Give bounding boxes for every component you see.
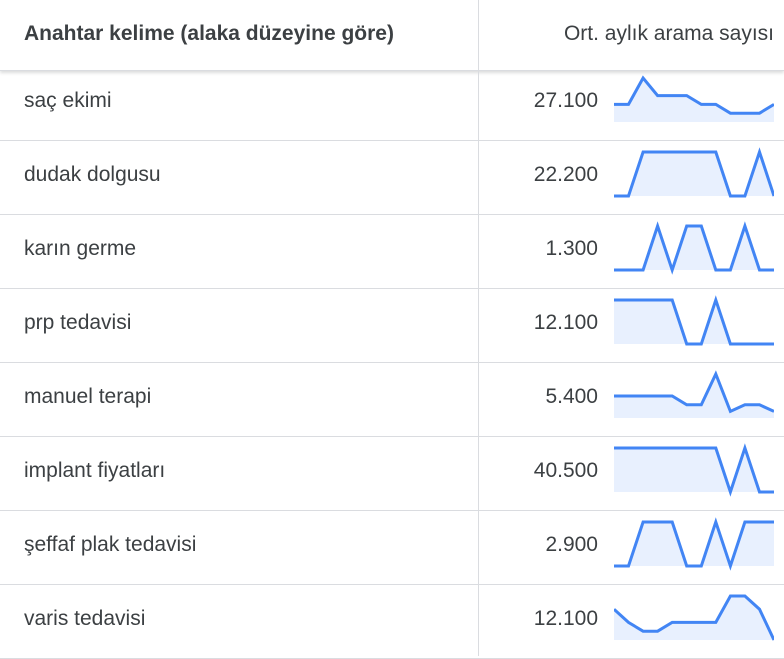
keyword-column-header[interactable]: Anahtar kelime (alaka düzeyine göre) <box>24 22 394 45</box>
search-volume-cell: 12.100 <box>533 311 598 334</box>
table-row[interactable]: şeffaf plak tedavisi 2.900 <box>0 510 784 585</box>
table-header: Anahtar kelime (alaka düzeyine göre) Ort… <box>0 0 784 71</box>
table-row[interactable]: manuel terapi 5.400 <box>0 362 784 437</box>
search-volume-cell: 1.300 <box>545 237 598 260</box>
table-row[interactable]: varis tedavisi 12.100 <box>0 584 784 659</box>
trend-sparkline <box>614 517 774 571</box>
trend-sparkline <box>614 75 774 122</box>
trend-area <box>614 522 774 566</box>
trend-line <box>614 517 774 571</box>
trend-sparkline <box>614 594 774 641</box>
keyword-cell: karın germe <box>24 237 137 260</box>
keyword-cell: prp tedavisi <box>24 311 132 334</box>
table-row[interactable]: prp tedavisi 12.100 <box>0 288 784 363</box>
search-volume-cell: 12.100 <box>533 607 598 630</box>
trend-area <box>614 152 774 196</box>
search-volume-cell: 27.100 <box>533 89 598 112</box>
table-row[interactable]: saç ekimi 27.100 <box>0 66 784 141</box>
table-row[interactable]: dudak dolgusu 22.200 <box>0 140 784 215</box>
keyword-cell: implant fiyatları <box>24 459 166 482</box>
keyword-cell: saç ekimi <box>24 89 112 112</box>
trend-line <box>614 75 774 115</box>
keyword-cell: varis tedavisi <box>24 607 146 630</box>
keyword-cell: manuel terapi <box>24 385 152 408</box>
trend-line <box>614 370 774 414</box>
trend-area <box>614 596 774 640</box>
trend-area <box>614 300 774 344</box>
search-volume-cell: 5.400 <box>545 385 598 408</box>
trend-area <box>614 448 774 492</box>
trend-line <box>614 147 774 198</box>
trend-sparkline <box>614 370 774 418</box>
search-volume-cell: 22.200 <box>533 163 598 186</box>
keyword-cell: dudak dolgusu <box>24 163 161 186</box>
search-volume-cell: 40.500 <box>533 459 598 482</box>
trend-line <box>614 221 774 275</box>
trend-sparkline <box>614 295 774 346</box>
table-row[interactable]: karın germe 1.300 <box>0 214 784 289</box>
table-row[interactable]: implant fiyatları 40.500 <box>0 436 784 511</box>
trend-area <box>614 226 774 270</box>
trend-sparkline <box>614 147 774 198</box>
trend-area <box>614 78 774 122</box>
trend-area <box>614 374 774 418</box>
column-divider <box>478 0 479 656</box>
search-volume-cell: 2.900 <box>545 533 598 556</box>
keyword-cell: şeffaf plak tedavisi <box>24 533 197 556</box>
avg-monthly-searches-column-header[interactable]: Ort. aylık arama sayısı <box>563 22 774 45</box>
trend-line <box>614 594 774 641</box>
trend-line <box>614 443 774 497</box>
trend-sparkline <box>614 443 774 497</box>
trend-sparkline <box>614 221 774 275</box>
trend-line <box>614 295 774 346</box>
